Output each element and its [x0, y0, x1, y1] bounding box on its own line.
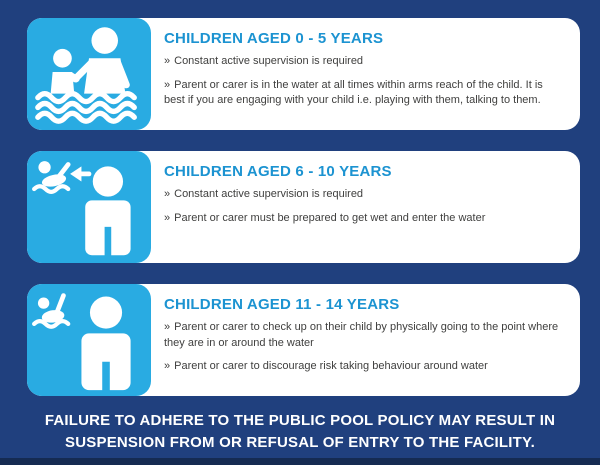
card-heading: CHILDREN AGED 0 - 5 YEARS	[164, 30, 384, 47]
icon-tile	[27, 18, 151, 130]
bullet-text: Constant active supervision is required	[174, 188, 364, 200]
icon-tile	[27, 284, 151, 396]
card-content: CHILDREN AGED 0 - 5 YEARS » Constant acti…	[151, 18, 580, 130]
policy-warning-footer: FAILURE TO ADHERE TO THE PUBLIC POOL POL…	[0, 410, 600, 454]
bullet-glyph: »	[164, 188, 171, 200]
bullet-text: Constant active supervision is required	[174, 55, 364, 67]
bottom-accent-strip	[0, 458, 600, 465]
icon-tile	[27, 151, 151, 263]
policy-card-aged-11-14: CHILDREN AGED 11 - 14 YEARS » Parent or c…	[27, 284, 580, 396]
bullet-glyph: »	[164, 211, 171, 224]
bullet-glyph: »	[164, 321, 171, 333]
adult-child-swimming-together-icon	[35, 27, 137, 124]
policy-card-aged-0-5: CHILDREN AGED 0 - 5 YEARS » Constant acti…	[27, 18, 580, 130]
policy-bullet: » Parent or carer to discourage risk taki…	[164, 359, 562, 375]
bullet-glyph: »	[164, 360, 171, 373]
adult-watching-swimmer-arrow-icon	[32, 161, 131, 259]
adult-watching-swimmer-icon	[32, 293, 131, 392]
card-heading: CHILDREN AGED 6 - 10 YEARS	[164, 163, 392, 180]
policy-card-aged-6-10: CHILDREN AGED 6 - 10 YEARS » Constant act…	[27, 151, 580, 263]
policy-bullet: » Constant active supervision is required	[164, 187, 562, 203]
bullet-text: Parent or carer must be prepared to get …	[174, 211, 486, 224]
bullet-text: Parent or carer is in the water at all t…	[164, 78, 543, 107]
policy-bullet: » Parent or carer is in the water at all …	[164, 78, 562, 109]
bullet-text: Parent or carer to check up on their chi…	[164, 321, 559, 349]
policy-bullet: » Parent or carer must be prepared to get…	[164, 211, 562, 227]
card-content: CHILDREN AGED 6 - 10 YEARS » Constant act…	[151, 151, 580, 263]
bullet-glyph: »	[164, 55, 171, 67]
card-heading: CHILDREN AGED 11 - 14 YEARS	[164, 296, 400, 313]
policy-bullet: » Parent or carer to check up on their ch…	[164, 320, 562, 351]
bullet-text: Parent or carer to discourage risk takin…	[174, 360, 488, 373]
policy-bullet: » Constant active supervision is required	[164, 54, 562, 70]
bullet-glyph: »	[164, 78, 171, 91]
policy-cards: CHILDREN AGED 0 - 5 YEARS » Constant acti…	[27, 18, 580, 396]
card-content: CHILDREN AGED 11 - 14 YEARS » Parent or c…	[151, 284, 580, 396]
policy-warning-text: FAILURE TO ADHERE TO THE PUBLIC POOL POL…	[44, 412, 556, 451]
